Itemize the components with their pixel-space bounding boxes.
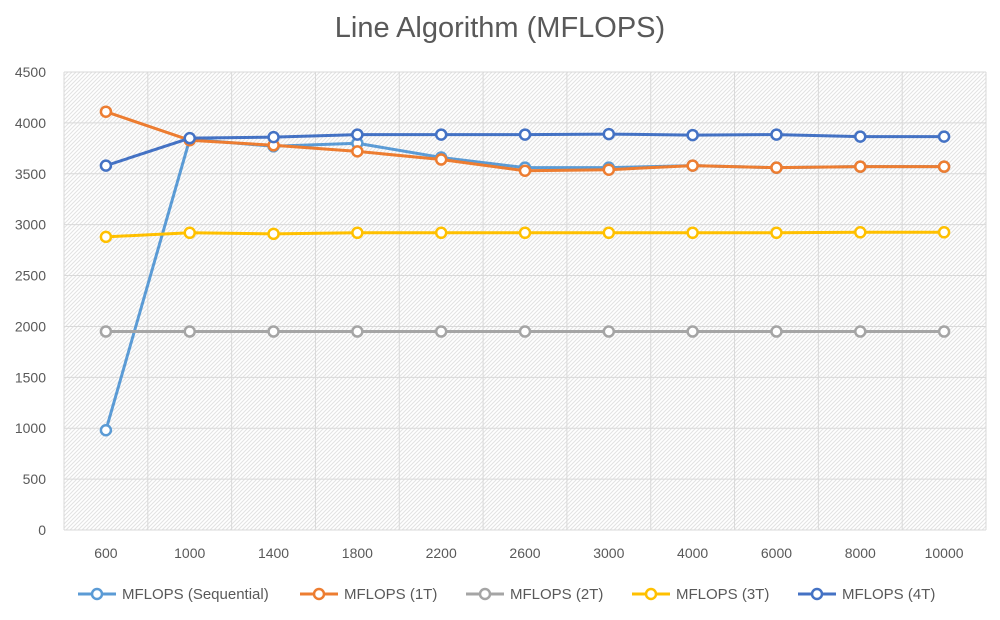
legend-label: MFLOPS (Sequential) (122, 586, 269, 603)
legend: MFLOPS (Sequential) MFLOPS (1T) MFLOPS (2T… (78, 586, 935, 603)
data-point (99, 159, 113, 172)
y-tick-label: 1500 (15, 369, 46, 385)
data-point (854, 130, 867, 143)
data-point (770, 226, 783, 240)
data-point (434, 226, 448, 240)
y-tick-label: 0 (38, 522, 46, 538)
x-tick-label: 4000 (677, 545, 708, 561)
series-group (99, 105, 951, 437)
x-tick-label: 8000 (845, 545, 876, 561)
data-point (183, 325, 196, 338)
data-point (183, 226, 196, 240)
series-3 (99, 226, 951, 244)
data-point (937, 160, 951, 173)
data-point (518, 325, 532, 338)
data-point (686, 325, 699, 338)
legend-marker (644, 587, 658, 601)
data-point (434, 128, 448, 141)
data-point (99, 424, 113, 437)
legend-marker (478, 587, 492, 601)
legend-marker (90, 587, 104, 601)
data-point (686, 159, 699, 172)
x-axis: 600 1000 1400 1800 2200 2600 3000 4000 6000 8000 1… (94, 545, 964, 561)
x-tick-label: 3000 (593, 545, 624, 561)
data-point (602, 226, 616, 240)
series-1 (99, 105, 951, 177)
data-point (602, 163, 616, 176)
x-tick-label: 600 (94, 545, 118, 561)
y-tick-label: 3500 (15, 166, 46, 182)
data-point (854, 226, 867, 239)
x-tick-label: 2600 (509, 545, 540, 561)
legend-item: MFLOPS (1T) (300, 586, 437, 603)
data-point (267, 325, 280, 338)
data-point (267, 227, 280, 241)
data-point (602, 325, 616, 338)
legend-marker (810, 587, 824, 601)
data-point (434, 325, 448, 338)
plot-area (64, 72, 986, 530)
x-tick-label: 1000 (174, 545, 205, 561)
x-tick-label: 2200 (426, 545, 457, 561)
y-tick-label: 2500 (15, 268, 46, 284)
data-point (937, 226, 951, 239)
x-tick-label: 10000 (925, 545, 964, 561)
data-point (351, 145, 364, 158)
data-point (351, 226, 364, 240)
y-tick-label: 2000 (15, 318, 46, 334)
legend-item: MFLOPS (2T) (466, 586, 603, 603)
legend-item: MFLOPS (3T) (632, 586, 769, 603)
y-tick-label: 4500 (15, 64, 46, 80)
data-point (99, 325, 113, 338)
data-point (854, 325, 867, 338)
data-point (686, 128, 699, 142)
x-tick-label: 1400 (258, 545, 289, 561)
data-point (518, 128, 532, 141)
legend-label: MFLOPS (3T) (676, 586, 769, 603)
legend-label: MFLOPS (1T) (344, 586, 437, 603)
data-point (770, 161, 783, 174)
data-point (434, 153, 448, 166)
legend-label: MFLOPS (4T) (842, 586, 935, 603)
data-point (351, 325, 364, 338)
legend-label: MFLOPS (2T) (510, 586, 603, 603)
y-tick-label: 500 (23, 471, 47, 487)
data-point (854, 160, 867, 173)
x-tick-label: 1800 (342, 545, 373, 561)
x-tick-label: 6000 (761, 545, 792, 561)
data-point (351, 128, 364, 141)
series-4 (99, 127, 951, 172)
legend-marker (312, 587, 326, 601)
data-point (183, 131, 196, 145)
data-point (518, 164, 532, 177)
data-point (686, 226, 699, 240)
data-point (518, 226, 532, 240)
series-2 (99, 325, 951, 338)
chart-title: Line Algorithm (MFLOPS) (334, 12, 666, 44)
data-point (99, 105, 113, 118)
y-axis: 0 500 1000 1500 2000 2500 3000 3500 4000 4500 (15, 64, 46, 538)
legend-item: MFLOPS (4T) (798, 586, 935, 603)
y-tick-label: 4000 (15, 115, 46, 131)
data-point (770, 128, 783, 141)
data-point (770, 325, 783, 338)
y-tick-label: 1000 (15, 420, 46, 436)
data-point (99, 230, 113, 244)
data-point (937, 325, 951, 338)
y-tick-label: 3000 (15, 217, 46, 233)
legend-item: MFLOPS (Sequential) (78, 586, 269, 603)
data-point (937, 130, 951, 143)
data-point (602, 127, 616, 141)
data-point (267, 130, 280, 144)
